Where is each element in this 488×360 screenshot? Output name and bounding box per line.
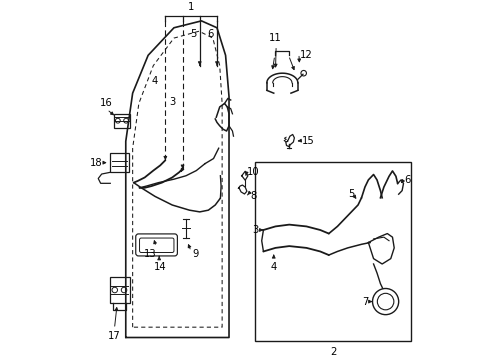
Text: 5: 5: [189, 29, 196, 39]
Text: 13: 13: [143, 249, 156, 259]
Text: 7: 7: [361, 297, 367, 307]
Circle shape: [121, 287, 126, 293]
Text: 12: 12: [299, 50, 312, 60]
Text: 9: 9: [192, 249, 198, 259]
Text: 1: 1: [187, 1, 194, 12]
FancyBboxPatch shape: [139, 238, 174, 252]
Circle shape: [300, 71, 306, 76]
Circle shape: [112, 287, 117, 293]
Text: 5: 5: [347, 189, 354, 199]
Text: 8: 8: [249, 191, 256, 201]
FancyBboxPatch shape: [136, 234, 177, 256]
Text: 18: 18: [89, 158, 102, 168]
Text: 10: 10: [247, 167, 259, 177]
Text: 6: 6: [207, 29, 213, 39]
Text: 15: 15: [302, 136, 314, 146]
Text: 3: 3: [169, 97, 175, 107]
FancyBboxPatch shape: [110, 153, 129, 172]
Circle shape: [115, 118, 120, 123]
Text: 2: 2: [329, 347, 336, 357]
FancyBboxPatch shape: [114, 114, 130, 127]
Text: 4: 4: [270, 262, 276, 272]
Bar: [254, 162, 410, 341]
Text: 11: 11: [268, 33, 281, 43]
Circle shape: [377, 293, 393, 310]
Text: 14: 14: [154, 262, 166, 272]
Text: 16: 16: [100, 98, 112, 108]
Text: 17: 17: [108, 331, 121, 341]
Text: 4: 4: [151, 76, 158, 86]
Text: 6: 6: [404, 175, 410, 185]
FancyBboxPatch shape: [109, 277, 129, 303]
Text: 3: 3: [251, 225, 258, 235]
Circle shape: [372, 288, 398, 315]
Circle shape: [123, 118, 128, 123]
